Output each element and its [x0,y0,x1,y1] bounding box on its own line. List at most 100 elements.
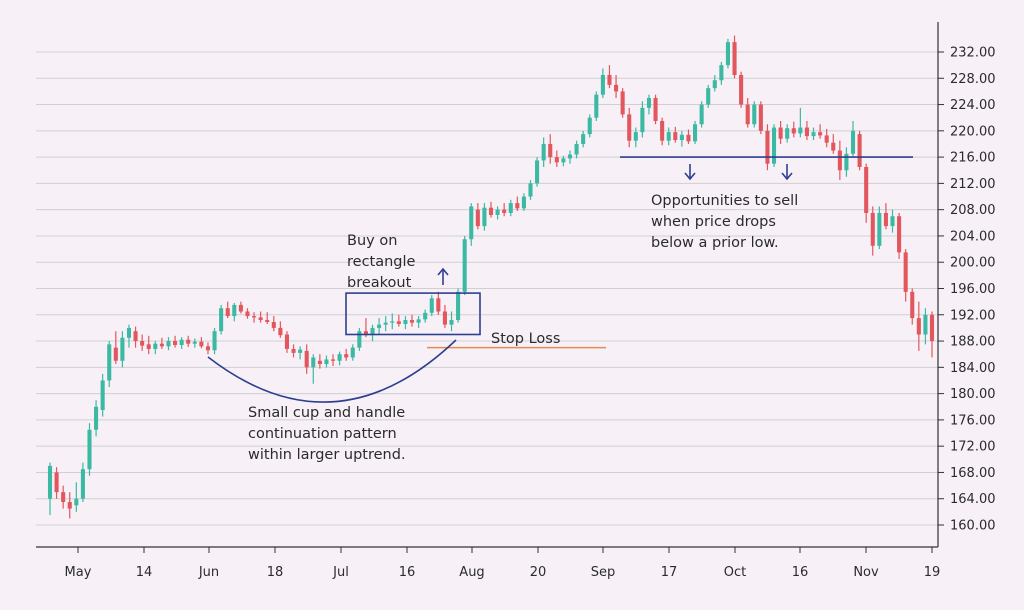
candle-body [640,107,645,133]
candle-body [100,380,105,411]
candle [337,351,342,366]
x-axis-ticks: May 14 Jun 18 Jul 16 Aug 20 Sep 17 Oct 16 Nov 19 [65,547,940,580]
candle-body [883,212,888,227]
candle [278,321,283,338]
candle-body [469,206,474,240]
candle [541,137,546,167]
candle-body [74,498,79,506]
candle [818,124,823,139]
candle [225,301,230,319]
candle [456,288,461,323]
buy-annotation-line-1: Buy on [347,233,397,249]
candle [528,180,533,200]
candle-body [923,314,928,335]
x-tick-label: May [65,565,92,580]
candle-body [80,469,85,499]
candle [719,61,724,85]
candle-body [265,320,270,323]
candle [758,101,763,135]
candle [166,337,171,351]
candle [61,485,66,509]
candle [627,107,632,148]
candle-body [396,321,401,324]
candle [646,94,652,115]
candle [462,235,467,296]
candle [442,304,447,328]
candle [482,203,487,231]
candle [798,107,803,138]
candles [47,35,935,519]
candle [910,288,915,325]
candle-body [67,502,72,509]
candle [837,140,842,181]
candle [554,150,559,167]
candle-body [561,158,566,163]
candle-body [508,203,513,213]
candle-body [449,320,454,325]
candle-body [554,157,559,163]
candle [824,128,829,148]
candle [350,344,355,361]
candle-body [693,124,698,142]
candle-body [567,154,573,159]
candle [429,295,434,317]
candle [74,482,79,512]
x-tick-label: 16 [399,565,416,580]
candle [844,147,849,177]
candle [219,304,224,335]
candle [850,120,856,158]
candle-body [482,207,487,227]
candle-body [186,339,191,344]
candle-body [870,212,875,246]
candle-body [258,317,263,321]
candle-body [811,132,816,137]
candle [192,338,197,348]
candle [521,193,526,211]
candle-body [673,132,678,141]
candle-body [653,97,658,121]
candle-body [436,298,441,312]
candle [80,462,85,503]
candle-body [317,360,322,365]
candle-body [916,318,921,335]
candle-body [660,120,665,141]
y-tick-label: 180.00 [950,387,996,402]
candle-body [456,291,461,321]
candle [791,121,796,138]
candle [640,101,645,138]
candle-body [153,343,158,349]
candle [732,35,737,79]
candle [436,291,441,315]
candle [620,88,625,118]
candle-body [594,94,599,118]
candle [877,206,882,250]
y-tick-label: 160.00 [950,519,996,534]
candle-body [311,357,316,368]
candle [205,342,211,355]
candle [745,97,750,128]
candle [317,354,322,369]
candle-body [837,150,842,171]
candle-body [370,327,375,336]
y-tick-label: 192.00 [950,308,996,323]
candle [212,327,217,355]
y-tick-label: 188.00 [950,335,996,350]
candle-body [666,132,671,141]
candle-body [818,132,823,136]
candle [804,120,809,141]
candle-body [719,65,724,81]
y-tick-label: 212.00 [950,177,996,192]
candle [146,335,151,355]
candle [87,423,92,476]
candle [502,203,507,217]
candle [409,314,415,327]
candle-body [205,346,211,351]
candle-body [864,166,869,213]
candle-body [929,314,935,342]
candle [54,467,59,499]
x-tick-label: 14 [136,565,153,580]
cup-annotation-line-1: Small cup and handle [248,405,405,421]
candle [864,163,869,223]
candle-body [324,359,329,365]
candle [304,344,309,374]
